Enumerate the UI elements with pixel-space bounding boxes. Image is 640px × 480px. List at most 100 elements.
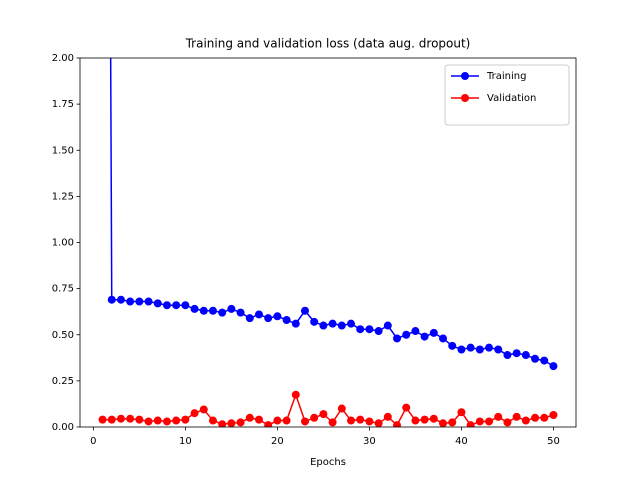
data-point (494, 412, 503, 421)
data-point (273, 312, 282, 321)
data-point (521, 351, 530, 360)
plot-area (98, 58, 558, 427)
data-point (199, 405, 208, 414)
data-point (245, 314, 254, 323)
data-point (402, 330, 411, 339)
data-point (540, 356, 549, 365)
legend-marker (461, 72, 469, 80)
data-point (254, 415, 263, 424)
data-point (531, 354, 540, 363)
data-point (411, 416, 420, 425)
data-point (393, 334, 402, 343)
data-point (374, 327, 383, 336)
legend-marker (461, 94, 469, 102)
data-point (98, 415, 107, 424)
data-point (107, 295, 116, 304)
data-point (420, 415, 429, 424)
x-axis-label: Epochs (310, 457, 346, 468)
data-point (172, 416, 181, 425)
x-tick-label: 10 (179, 436, 192, 447)
data-point (411, 327, 420, 336)
data-point (319, 321, 328, 330)
data-point (153, 416, 162, 425)
data-point (282, 315, 291, 324)
data-point (199, 306, 208, 315)
data-point (264, 421, 273, 427)
data-point (521, 416, 530, 425)
data-point (291, 390, 300, 399)
y-tick-label: 0.50 (52, 330, 74, 341)
data-point (347, 319, 356, 328)
data-point (181, 415, 190, 424)
data-point (365, 325, 374, 334)
data-point (457, 345, 466, 354)
legend-box (444, 64, 570, 126)
y-tick-label: 0.75 (52, 284, 74, 295)
data-point (236, 308, 245, 317)
x-tick-label: 0 (90, 436, 96, 447)
data-point (135, 415, 144, 424)
data-point (475, 417, 484, 426)
data-point (273, 416, 282, 425)
y-tick-label: 1.50 (52, 145, 74, 156)
data-point (466, 421, 475, 427)
data-point (328, 418, 337, 427)
data-point (144, 417, 153, 426)
data-point (162, 417, 171, 426)
data-point (485, 343, 494, 352)
data-point (245, 413, 254, 422)
data-point (153, 299, 162, 308)
data-point (503, 351, 512, 360)
data-point (429, 328, 438, 337)
data-point (218, 420, 227, 427)
legend-label: Training (486, 71, 526, 82)
data-point (227, 304, 236, 313)
y-tick-label: 0.00 (52, 422, 74, 433)
data-point (374, 419, 383, 427)
data-point (475, 345, 484, 354)
data-point (549, 362, 558, 371)
data-point (144, 297, 153, 306)
data-point (208, 416, 217, 425)
data-point (365, 417, 374, 426)
data-point (356, 415, 365, 424)
data-point (439, 419, 448, 427)
data-point (319, 410, 328, 419)
data-point (503, 418, 512, 427)
data-point (218, 308, 227, 317)
data-point (300, 417, 309, 426)
y-tick-label: 2.00 (52, 53, 74, 64)
data-point (190, 304, 199, 313)
data-point (181, 301, 190, 310)
data-point (402, 403, 411, 412)
data-point (439, 334, 448, 343)
data-point (485, 417, 494, 426)
data-point (356, 325, 365, 334)
data-point (429, 414, 438, 423)
data-point (328, 319, 337, 328)
data-point (208, 306, 217, 315)
data-point (264, 314, 273, 323)
data-point (126, 297, 135, 306)
data-point (310, 317, 319, 326)
data-point (135, 297, 144, 306)
legend-label: Validation (487, 93, 536, 104)
data-point (116, 414, 125, 423)
x-tick-label: 40 (455, 436, 468, 447)
data-point (494, 345, 503, 354)
data-point (448, 341, 457, 350)
y-tick-label: 1.25 (52, 191, 74, 202)
data-point (227, 419, 236, 427)
data-point (549, 411, 558, 420)
y-tick-label: 1.00 (52, 238, 74, 249)
y-tick-label: 0.25 (52, 376, 74, 387)
y-tick-label: 1.75 (52, 99, 74, 110)
data-point (457, 408, 466, 417)
data-point (466, 343, 475, 352)
data-point (282, 416, 291, 425)
data-point (291, 319, 300, 328)
data-point (236, 418, 245, 427)
data-point (190, 409, 199, 418)
data-point (254, 310, 263, 319)
data-point (420, 332, 429, 341)
